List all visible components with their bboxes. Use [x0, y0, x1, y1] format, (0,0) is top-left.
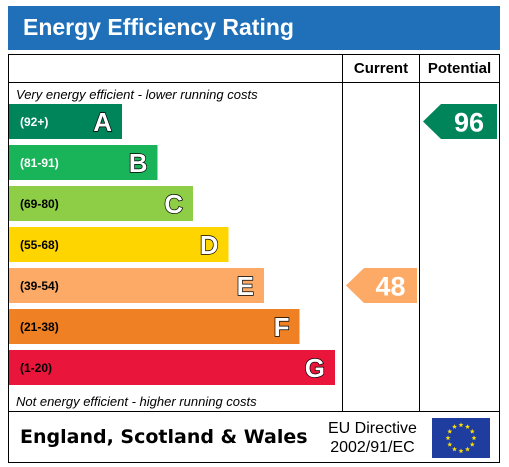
band-letter: D [200, 230, 219, 260]
flag-star [469, 428, 475, 434]
band-letter: B [129, 148, 148, 178]
flag-star [445, 435, 451, 441]
flag-star [447, 428, 453, 434]
eu-flag-icon [432, 418, 490, 458]
flag-star [465, 424, 470, 429]
band-bar [9, 350, 335, 385]
flag-star [469, 441, 475, 447]
band-bar [9, 104, 122, 139]
title-bar: Energy Efficiency Rating [8, 6, 500, 50]
band-range-label: (1-20) [20, 361, 52, 375]
band-range-label: (21-38) [20, 320, 59, 334]
flag-star [452, 424, 457, 429]
band-bar [9, 309, 300, 344]
band-a: (92+) A [9, 104, 122, 139]
flag-star [465, 446, 470, 452]
footer-divider [8, 411, 500, 412]
flag-star [458, 422, 464, 428]
potential-rating-arrow-value: 96 [454, 108, 484, 138]
rating-frame [8, 54, 500, 463]
band-letter: F [274, 312, 290, 342]
current-column-divider [342, 54, 343, 411]
band-range-label: (92+) [20, 115, 48, 129]
band-c: (69-80) C [9, 186, 193, 221]
band-letter: E [237, 271, 254, 301]
band-g: (1-20) G [9, 350, 335, 385]
current-rating-arrow-shape [346, 268, 417, 303]
flag-star [458, 448, 464, 454]
current-column-header: Current [353, 60, 409, 77]
band-b: (81-91) B [9, 145, 158, 180]
flag-star [471, 435, 477, 441]
band-bar [9, 227, 229, 262]
flag-star [447, 441, 453, 447]
potential-column-divider [419, 54, 420, 411]
band-bar [9, 186, 193, 221]
bottom-note: Not energy efficient - higher running co… [16, 394, 257, 409]
directive-line2: 2002/91/EC [330, 439, 415, 456]
header-divider [8, 82, 500, 83]
eu-directive-label: EU Directive 2002/91/EC [328, 419, 417, 457]
band-f: (21-38) F [9, 309, 300, 344]
band-letter: G [305, 353, 325, 383]
band-d: (55-68) D [9, 227, 229, 262]
band-letter: A [93, 107, 112, 137]
band-bar [9, 145, 158, 180]
band-range-label: (81-91) [20, 156, 59, 170]
current-rating-arrow: 48 [346, 268, 417, 303]
directive-line1: EU Directive [328, 420, 417, 437]
top-note: Very energy efficient - lower running co… [16, 87, 258, 102]
band-bar [9, 268, 264, 303]
band-range-label: (69-80) [20, 197, 59, 211]
band-range-label: (39-54) [20, 279, 59, 293]
flag-star [452, 446, 457, 452]
potential-rating-arrow: 96 [423, 104, 497, 139]
current-rating-arrow-value: 48 [375, 272, 405, 302]
country-label: England, Scotland & Wales [20, 426, 308, 448]
band-letter: C [164, 189, 183, 219]
potential-column-header: Potential [427, 60, 492, 77]
chart-title: Energy Efficiency Rating [23, 14, 294, 40]
band-e: (39-54) E [9, 268, 264, 303]
band-range-label: (55-68) [20, 238, 59, 252]
potential-rating-arrow-shape [423, 104, 497, 139]
